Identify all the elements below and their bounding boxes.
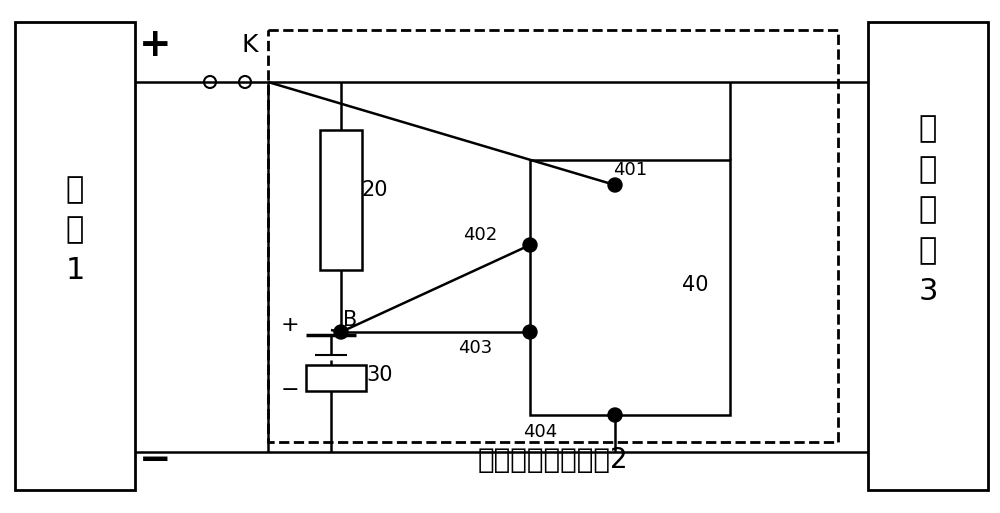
Circle shape — [334, 325, 348, 339]
Bar — [306, 365, 366, 391]
Text: 402: 402 — [463, 226, 497, 244]
Bar — [868, 22, 988, 490]
Text: 20: 20 — [362, 180, 388, 200]
Text: +: + — [281, 315, 299, 335]
Text: 滤波稳压控制电路2: 滤波稳压控制电路2 — [478, 446, 628, 474]
Text: 30: 30 — [367, 365, 393, 385]
Text: −: − — [281, 380, 299, 400]
Circle shape — [523, 238, 537, 252]
Text: 用
电
设
备
3: 用 电 设 备 3 — [918, 114, 938, 306]
Text: 403: 403 — [458, 339, 492, 357]
Circle shape — [608, 408, 622, 422]
Bar — [320, 130, 362, 270]
Circle shape — [608, 178, 622, 192]
Text: 404: 404 — [523, 423, 557, 441]
Text: 电
源
1: 电 源 1 — [65, 175, 85, 285]
Bar — [15, 22, 135, 490]
Text: −: − — [139, 441, 171, 479]
Circle shape — [523, 325, 537, 339]
Text: K: K — [242, 33, 258, 57]
Bar — [268, 30, 838, 442]
Bar — [530, 160, 730, 415]
Text: 40: 40 — [682, 275, 708, 295]
Text: +: + — [139, 26, 171, 64]
Text: 401: 401 — [613, 161, 647, 179]
Text: B: B — [343, 310, 357, 330]
